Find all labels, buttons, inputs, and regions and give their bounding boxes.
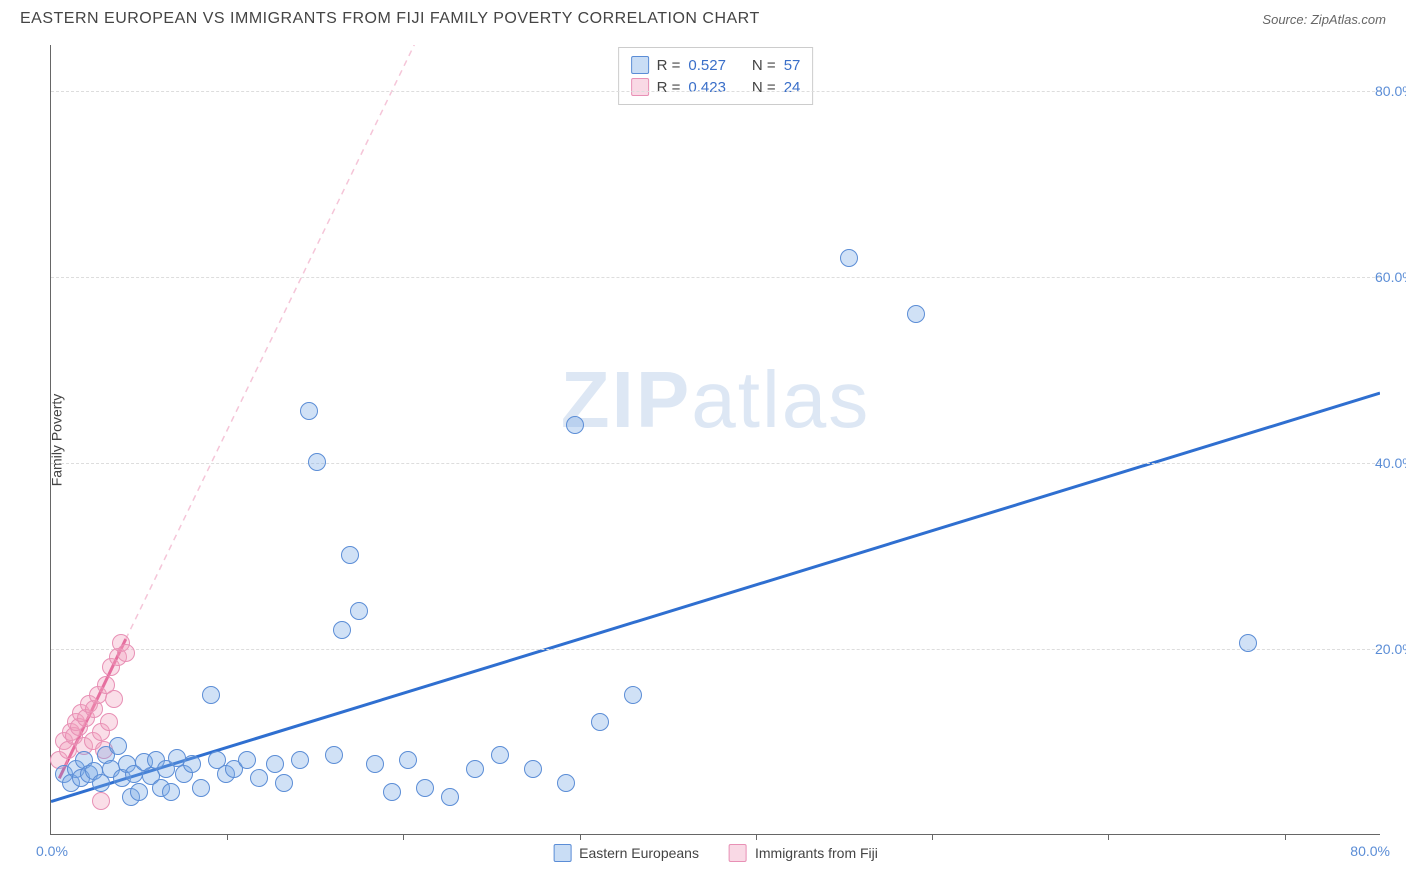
- data-point: [840, 249, 858, 267]
- ytick-label: 60.0%: [1375, 269, 1406, 285]
- swatch-pink-icon: [729, 844, 747, 862]
- xtick: [403, 834, 404, 840]
- data-point: [591, 713, 609, 731]
- xtick: [756, 834, 757, 840]
- ytick-label: 80.0%: [1375, 83, 1406, 99]
- xtick-min-label: 0.0%: [36, 843, 68, 859]
- xtick-max-label: 80.0%: [1350, 843, 1390, 859]
- data-point: [907, 305, 925, 323]
- gridline: [51, 463, 1380, 464]
- legend-item-pink: Immigrants from Fiji: [729, 844, 878, 862]
- data-point: [491, 746, 509, 764]
- watermark: ZIPatlas: [561, 354, 870, 446]
- data-point: [202, 686, 220, 704]
- data-point: [624, 686, 642, 704]
- legend-row-pink: R = 0.423 N = 24: [631, 76, 801, 98]
- data-point: [557, 774, 575, 792]
- data-point: [109, 737, 127, 755]
- data-point: [300, 402, 318, 420]
- data-point: [130, 783, 148, 801]
- data-point: [308, 453, 326, 471]
- xtick: [580, 834, 581, 840]
- data-point: [341, 546, 359, 564]
- legend-row-blue: R = 0.527 N = 57: [631, 54, 801, 76]
- data-point: [366, 755, 384, 773]
- swatch-blue: [631, 56, 649, 74]
- data-point: [325, 746, 343, 764]
- swatch-blue-icon: [553, 844, 571, 862]
- ytick-label: 20.0%: [1375, 641, 1406, 657]
- data-point: [105, 690, 123, 708]
- gridline: [51, 649, 1380, 650]
- plot-area: ZIPatlas R = 0.527 N = 57 R = 0.423 N = …: [50, 45, 1380, 835]
- data-point: [524, 760, 542, 778]
- data-point: [266, 755, 284, 773]
- xtick: [1285, 834, 1286, 840]
- data-point: [92, 792, 110, 810]
- data-point: [416, 779, 434, 797]
- swatch-pink: [631, 78, 649, 96]
- chart-container: Family Poverty ZIPatlas R = 0.527 N = 57…: [50, 45, 1380, 835]
- gridline: [51, 277, 1380, 278]
- legend-item-blue: Eastern Europeans: [553, 844, 699, 862]
- xtick: [227, 834, 228, 840]
- chart-title: EASTERN EUROPEAN VS IMMIGRANTS FROM FIJI…: [20, 10, 760, 28]
- data-point: [100, 713, 118, 731]
- correlation-legend: R = 0.527 N = 57 R = 0.423 N = 24: [618, 47, 814, 105]
- data-point: [291, 751, 309, 769]
- data-point: [399, 751, 417, 769]
- gridline: [51, 91, 1380, 92]
- data-point: [117, 644, 135, 662]
- data-point: [466, 760, 484, 778]
- trend-lines-layer: [51, 45, 1380, 834]
- data-point: [238, 751, 256, 769]
- data-point: [250, 769, 268, 787]
- data-point: [566, 416, 584, 434]
- xtick: [1108, 834, 1109, 840]
- data-point: [162, 783, 180, 801]
- data-point: [192, 779, 210, 797]
- data-point: [1239, 634, 1257, 652]
- ytick-label: 40.0%: [1375, 455, 1406, 471]
- data-point: [441, 788, 459, 806]
- data-point: [183, 755, 201, 773]
- data-point: [383, 783, 401, 801]
- series-legend: Eastern Europeans Immigrants from Fiji: [553, 844, 878, 862]
- data-point: [333, 621, 351, 639]
- data-point: [350, 602, 368, 620]
- source-attribution: Source: ZipAtlas.com: [1262, 12, 1386, 27]
- xtick: [932, 834, 933, 840]
- data-point: [275, 774, 293, 792]
